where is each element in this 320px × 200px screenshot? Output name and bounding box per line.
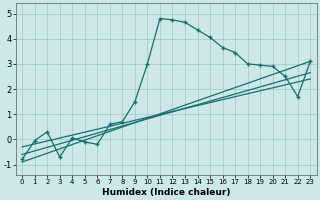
X-axis label: Humidex (Indice chaleur): Humidex (Indice chaleur) [102, 188, 230, 197]
